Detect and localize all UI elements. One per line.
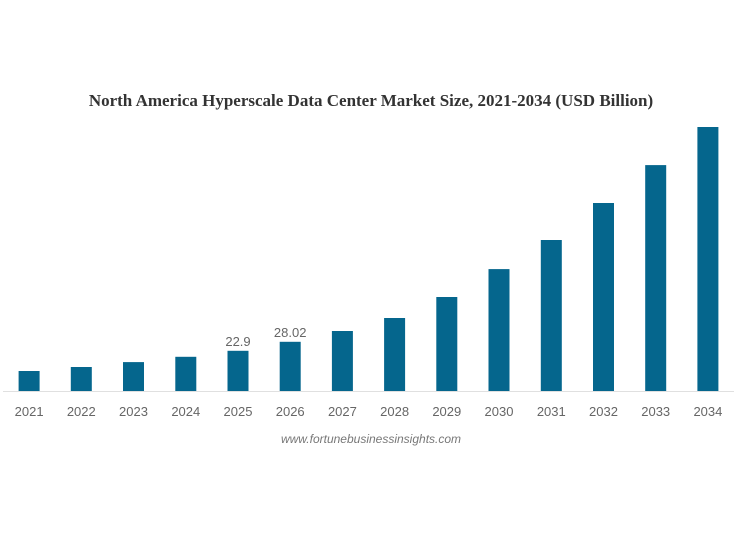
bar-2027 <box>331 331 353 391</box>
data-label-2026: 28.02 <box>274 325 307 340</box>
x-tick-label: 2026 <box>276 404 305 419</box>
x-tick-label: 2031 <box>537 404 566 419</box>
x-tick-label: 2030 <box>485 404 514 419</box>
x-tick-label: 2034 <box>693 404 722 419</box>
bar-2032 <box>593 203 614 391</box>
x-tick-label: 2021 <box>15 404 44 419</box>
x-tick-label: 2028 <box>380 404 409 419</box>
bar-2030 <box>488 269 510 391</box>
bar-2033 <box>645 165 667 391</box>
bar-2028 <box>384 318 406 391</box>
bar-2029 <box>436 297 458 391</box>
x-tick-label: 2032 <box>589 404 618 419</box>
x-tick-label: 2023 <box>119 404 148 419</box>
x-tick-label: 2033 <box>641 404 670 419</box>
bar-2034 <box>697 127 719 391</box>
data-label-2025: 22.9 <box>225 334 250 349</box>
source-text: www.fortunebusinessinsights.com <box>280 432 462 446</box>
x-tick-label: 2022 <box>67 404 96 419</box>
chart-title: North America Hyperscale Data Center Mar… <box>88 91 654 110</box>
bar-2025 <box>227 350 249 391</box>
bar-2031 <box>540 240 562 391</box>
x-tick-label: 2024 <box>171 404 200 419</box>
x-tick-label: 2029 <box>432 404 461 419</box>
bar-2026 <box>279 341 301 391</box>
x-tick-label: 2025 <box>224 404 253 419</box>
x-tick-label: 2027 <box>328 404 357 419</box>
bar-2024 <box>175 356 197 391</box>
bar-2023 <box>123 362 144 391</box>
bar-2022 <box>70 367 92 391</box>
bar-2021 <box>18 371 40 391</box>
